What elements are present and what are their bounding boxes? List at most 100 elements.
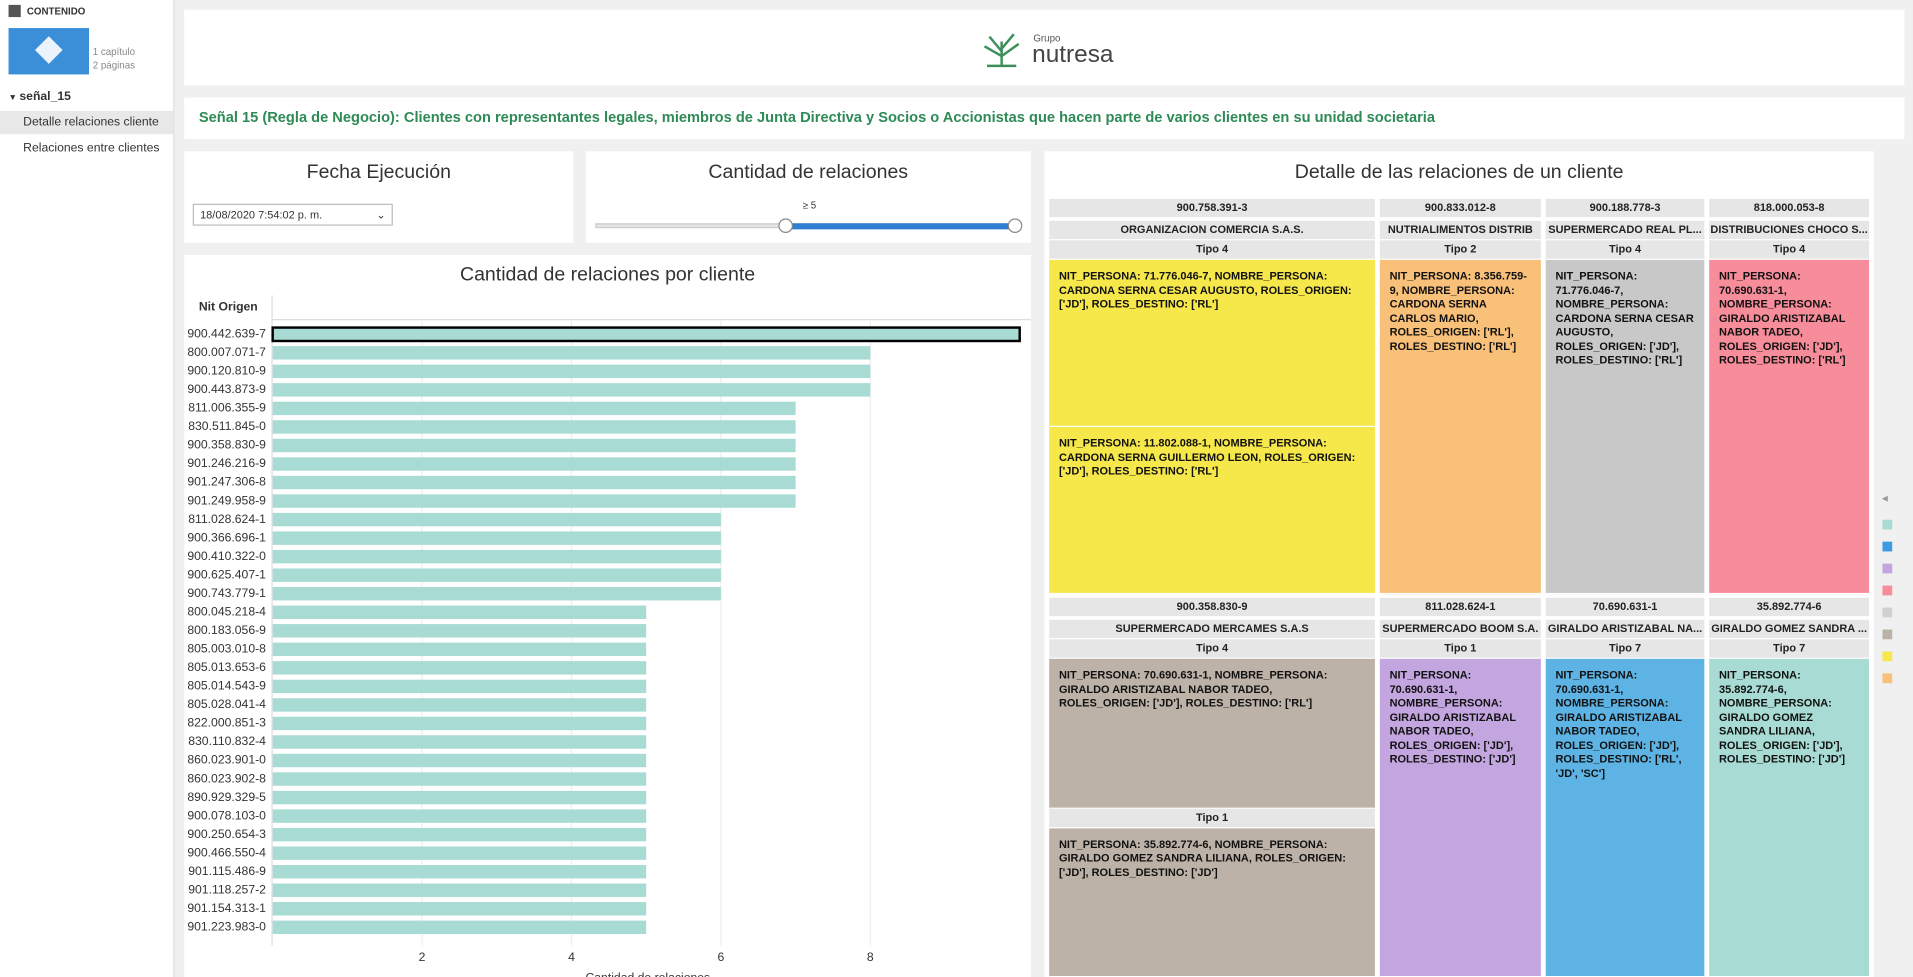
section[interactable]: ▼ señal_15 (8, 90, 71, 104)
bar (272, 809, 647, 823)
toc-icon (8, 4, 21, 18)
tipo-header: Tipo 4 (1049, 639, 1375, 658)
bar (272, 661, 647, 675)
bar (272, 605, 647, 619)
relation-cell[interactable]: NIT_PERSONA: 35.892.774-6, NOMBRE_PERSON… (1709, 658, 1870, 977)
date-dropdown[interactable]: 18/08/2020 7:54:02 p. m. ⌄ (192, 203, 393, 226)
client-nit: 35.892.774-6 (1709, 597, 1870, 617)
y-tick-label: 900.466.550-4 (187, 845, 266, 859)
detail-title: Detalle de las relaciones de un cliente (1294, 162, 1624, 183)
client-name: SUPERMERCADO BOOM S.A. (1379, 619, 1541, 639)
y-tick-label: 860.023.902-8 (187, 771, 266, 785)
legend-toggle[interactable]: ◄ (1880, 492, 1890, 504)
slider-handle[interactable] (778, 218, 793, 234)
bar (272, 531, 721, 545)
tipo-header: Tipo 7 (1545, 639, 1705, 658)
y-tick-label: 900.443.873-9 (187, 382, 266, 396)
client-name: NUTRIALIMENTOS DISTRIB (1379, 220, 1541, 240)
x-tick-label: 8 (867, 950, 874, 964)
page-count: 2 páginas (92, 59, 136, 71)
client-nit: 70.690.631-1 (1545, 597, 1705, 617)
y-tick-label: 901.118.257-2 (188, 882, 266, 896)
brand-top: Grupo (1033, 32, 1061, 44)
relation-cell[interactable]: NIT_PERSONA: 71.776.046-7, NOMBRE_PERSON… (1049, 259, 1375, 427)
y-tick-label: 805.014.543-9 (187, 679, 266, 693)
category-header: Nit Origen (199, 300, 258, 314)
section-label: señal_15 (19, 90, 71, 104)
y-tick-label: 822.000.851-3 (187, 716, 266, 730)
bar-chart: Nit Origen Cantidad de relaciones 246890… (187, 295, 1031, 977)
y-tick-label: 900.625.407-1 (187, 567, 266, 581)
relation-cell[interactable]: NIT_PERSONA: 71.776.046-7, NOMBRE_PERSON… (1545, 259, 1705, 595)
tipo-header: Tipo 1 (1049, 808, 1375, 827)
relation-cell[interactable]: NIT_PERSONA: 70.690.631-1, NOMBRE_PERSON… (1379, 658, 1541, 977)
chapter-count: 1 capítulo (92, 46, 136, 58)
client-nit: 900.758.391-3 (1049, 198, 1375, 218)
client-nit: 900.358.830-9 (1049, 597, 1375, 617)
y-tick-label: 800.183.056-9 (187, 623, 266, 637)
client-nit: 811.028.624-1 (1379, 597, 1541, 617)
logo-tree (983, 33, 1020, 68)
thumbnail[interactable] (8, 28, 90, 75)
bar-chart-panel: Cantidad de relaciones por cliente Nit O… (184, 254, 1031, 977)
header: Grupo nutresa (184, 9, 1905, 86)
relation-cell[interactable]: NIT_PERSONA: 70.690.631-1, NOMBRE_PERSON… (1049, 658, 1375, 809)
y-tick-label: 805.003.010-8 (187, 642, 266, 656)
bar (271, 326, 1021, 343)
nav-item[interactable]: Relaciones entre clientes (23, 141, 160, 155)
slider-handle[interactable] (1007, 218, 1023, 234)
bar (272, 753, 647, 768)
bar (272, 772, 647, 786)
relation-cell[interactable]: NIT_PERSONA: 35.892.774-6, NOMBRE_PERSON… (1049, 827, 1375, 977)
relation-cell[interactable]: NIT_PERSONA: 70.690.631-1, NOMBRE_PERSON… (1545, 658, 1705, 977)
tipo-header: Tipo 4 (1709, 240, 1870, 259)
client-name: DISTRIBUCIONES CHOCO S... (1709, 220, 1870, 240)
slider-range (785, 223, 1016, 230)
bar (272, 420, 796, 434)
y-tick-label: 830.110.832-4 (188, 734, 266, 748)
bar (272, 624, 647, 638)
y-tick-label: 805.028.041-4 (187, 697, 266, 711)
bar (272, 475, 796, 490)
y-tick-label: 811.028.624-1 (188, 512, 266, 526)
tipo-header: Tipo 4 (1049, 240, 1375, 259)
bar (272, 827, 647, 842)
y-tick-label: 900.410.322-0 (187, 549, 266, 563)
x-axis-label: Cantidad de relaciones (585, 971, 710, 977)
date-value: 18/08/2020 7:54:02 p. m. (200, 208, 323, 221)
slider-value: ≥ 5 (802, 200, 817, 212)
relation-cell[interactable]: NIT_PERSONA: 70.690.631-1, NOMBRE_PERSON… (1709, 259, 1870, 595)
tipo-header: Tipo 7 (1709, 639, 1870, 658)
client-nit: 900.833.012-8 (1379, 198, 1541, 218)
client-name: SUPERMERCADO REAL PL... (1545, 220, 1705, 240)
relation-cell[interactable]: NIT_PERSONA: 8.356.759-9, NOMBRE_PERSONA… (1379, 259, 1541, 595)
bar (272, 920, 647, 935)
chart-title: Cantidad de relaciones por cliente (459, 264, 756, 286)
client-name: SUPERMERCADO MERCAMES S.A.S (1049, 619, 1375, 639)
bar (272, 716, 647, 731)
banner: Señal 15 (Regla de Negocio): Clientes co… (184, 97, 1905, 140)
client-name: GIRALDO GOMEZ SANDRA ... (1709, 619, 1870, 639)
nav-item[interactable]: Detalle relaciones cliente (23, 115, 159, 130)
x-tick-label: 4 (568, 950, 575, 964)
bar (272, 457, 796, 471)
bar (272, 549, 721, 564)
y-tick-label: 805.013.653-6 (187, 660, 266, 674)
y-tick-label: 830.511.845-0 (188, 419, 266, 433)
client-name: ORGANIZACION COMERCIA S.A.S. (1049, 220, 1375, 240)
relation-cell[interactable]: NIT_PERSONA: 11.802.088-1, NOMBRE_PERSON… (1049, 427, 1375, 595)
filter-title: Cantidad de relaciones (708, 162, 909, 183)
y-tick-label: 900.358.830-9 (187, 438, 266, 452)
bar (272, 383, 871, 397)
bar (272, 698, 647, 712)
date-filter: Fecha Ejecución 18/08/2020 7:54:02 p. m.… (184, 151, 574, 243)
x-tick-label: 6 (717, 950, 724, 964)
y-tick-label: 901.247.306-8 (187, 475, 266, 489)
bar (272, 494, 796, 508)
y-tick-label: 900.743.779-1 (187, 586, 266, 600)
bar (272, 846, 647, 860)
y-tick-label: 901.249.958-9 (187, 493, 266, 507)
tipo-header: Tipo 4 (1545, 240, 1705, 259)
bar (272, 902, 647, 916)
